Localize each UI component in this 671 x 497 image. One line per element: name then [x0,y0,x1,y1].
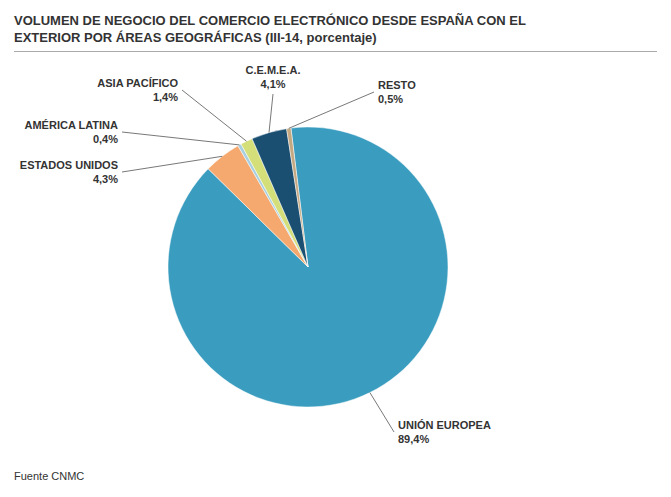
html-text:Fuente CNMC: Fuente CNMC [14,470,85,482]
svg-text:ESTADOS UNIDOS4,3%: ESTADOS UNIDOS4,3% [20,159,118,185]
html-text:EXTERIOR POR ÁREAS GEOGRÁFICAS: EXTERIOR POR ÁREAS GEOGRÁFICAS (III-14, … [14,30,377,45]
svg-text:C.E.M.E.A.4,1%: C.E.M.E.A.4,1% [245,64,300,90]
svg-text:RESTO0,5%: RESTO0,5% [378,79,416,105]
html-text:VOLUMEN DE NEGOCIO DEL COMERCI: VOLUMEN DE NEGOCIO DEL COMERCIO ELECTRÓN… [14,13,526,28]
svg-text:ASIA PACÍFICO1,4%: ASIA PACÍFICO1,4% [97,77,178,103]
svg-text:UNIÓN EUROPEA89,4%: UNIÓN EUROPEA89,4% [398,419,491,445]
svg-text:AMÉRICA LATINA0,4%: AMÉRICA LATINA0,4% [25,119,119,145]
